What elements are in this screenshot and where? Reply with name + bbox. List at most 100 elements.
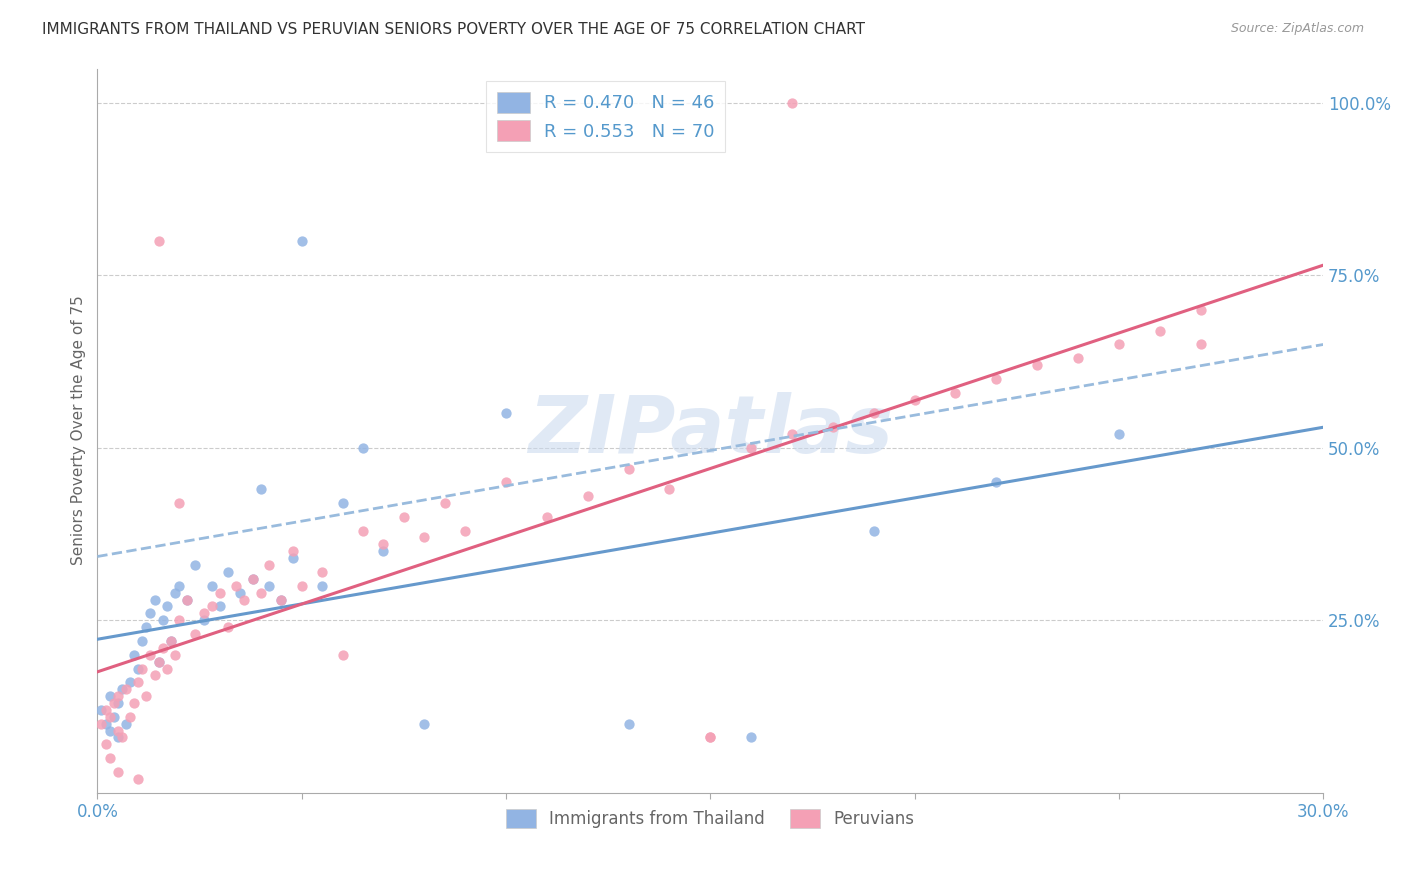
- Point: [217, 620, 239, 634]
- Point: [536, 509, 558, 524]
- Point: [249, 482, 271, 496]
- Point: [454, 524, 477, 538]
- Point: [413, 716, 436, 731]
- Point: [176, 592, 198, 607]
- Point: [148, 655, 170, 669]
- Point: [392, 509, 415, 524]
- Point: [740, 731, 762, 745]
- Point: [699, 731, 721, 745]
- Point: [98, 689, 121, 703]
- Point: [249, 585, 271, 599]
- Point: [148, 655, 170, 669]
- Point: [156, 661, 179, 675]
- Point: [131, 661, 153, 675]
- Point: [225, 579, 247, 593]
- Point: [98, 723, 121, 738]
- Legend: Immigrants from Thailand, Peruvians: Immigrants from Thailand, Peruvians: [499, 803, 921, 835]
- Point: [135, 689, 157, 703]
- Point: [433, 496, 456, 510]
- Point: [135, 620, 157, 634]
- Point: [658, 482, 681, 496]
- Point: [1026, 358, 1049, 372]
- Point: [270, 592, 292, 607]
- Point: [193, 607, 215, 621]
- Point: [208, 599, 231, 614]
- Point: [373, 544, 395, 558]
- Point: [118, 710, 141, 724]
- Point: [90, 703, 112, 717]
- Point: [111, 731, 134, 745]
- Point: [111, 682, 134, 697]
- Point: [94, 716, 117, 731]
- Point: [184, 558, 207, 572]
- Point: [986, 475, 1008, 490]
- Point: [242, 572, 264, 586]
- Point: [167, 496, 190, 510]
- Point: [270, 592, 292, 607]
- Point: [148, 234, 170, 248]
- Text: ZIPatlas: ZIPatlas: [527, 392, 893, 469]
- Point: [352, 524, 374, 538]
- Point: [122, 696, 145, 710]
- Point: [699, 731, 721, 745]
- Point: [352, 441, 374, 455]
- Point: [311, 565, 333, 579]
- Point: [291, 579, 314, 593]
- Point: [1067, 351, 1090, 366]
- Point: [103, 696, 125, 710]
- Point: [986, 372, 1008, 386]
- Point: [780, 427, 803, 442]
- Point: [862, 406, 884, 420]
- Point: [107, 731, 129, 745]
- Point: [143, 592, 166, 607]
- Point: [1108, 427, 1130, 442]
- Point: [257, 558, 280, 572]
- Point: [184, 627, 207, 641]
- Point: [193, 613, 215, 627]
- Point: [131, 634, 153, 648]
- Point: [107, 723, 129, 738]
- Point: [495, 406, 517, 420]
- Point: [617, 716, 640, 731]
- Point: [107, 696, 129, 710]
- Point: [332, 496, 354, 510]
- Point: [233, 592, 256, 607]
- Point: [122, 648, 145, 662]
- Point: [1108, 337, 1130, 351]
- Point: [139, 648, 162, 662]
- Point: [617, 461, 640, 475]
- Point: [163, 648, 186, 662]
- Point: [576, 489, 599, 503]
- Point: [862, 524, 884, 538]
- Point: [152, 640, 174, 655]
- Point: [107, 689, 129, 703]
- Point: [160, 634, 183, 648]
- Point: [257, 579, 280, 593]
- Point: [373, 537, 395, 551]
- Point: [163, 585, 186, 599]
- Point: [143, 668, 166, 682]
- Text: IMMIGRANTS FROM THAILAND VS PERUVIAN SENIORS POVERTY OVER THE AGE OF 75 CORRELAT: IMMIGRANTS FROM THAILAND VS PERUVIAN SEN…: [42, 22, 865, 37]
- Point: [160, 634, 183, 648]
- Point: [208, 585, 231, 599]
- Point: [201, 579, 224, 593]
- Point: [1189, 302, 1212, 317]
- Point: [139, 607, 162, 621]
- Point: [115, 682, 138, 697]
- Point: [94, 703, 117, 717]
- Point: [283, 551, 305, 566]
- Point: [495, 475, 517, 490]
- Point: [1149, 324, 1171, 338]
- Point: [201, 599, 224, 614]
- Point: [127, 661, 149, 675]
- Point: [291, 234, 314, 248]
- Point: [107, 764, 129, 779]
- Point: [103, 710, 125, 724]
- Point: [118, 675, 141, 690]
- Point: [740, 441, 762, 455]
- Point: [94, 738, 117, 752]
- Y-axis label: Seniors Poverty Over the Age of 75: Seniors Poverty Over the Age of 75: [72, 296, 86, 566]
- Point: [242, 572, 264, 586]
- Point: [156, 599, 179, 614]
- Point: [283, 544, 305, 558]
